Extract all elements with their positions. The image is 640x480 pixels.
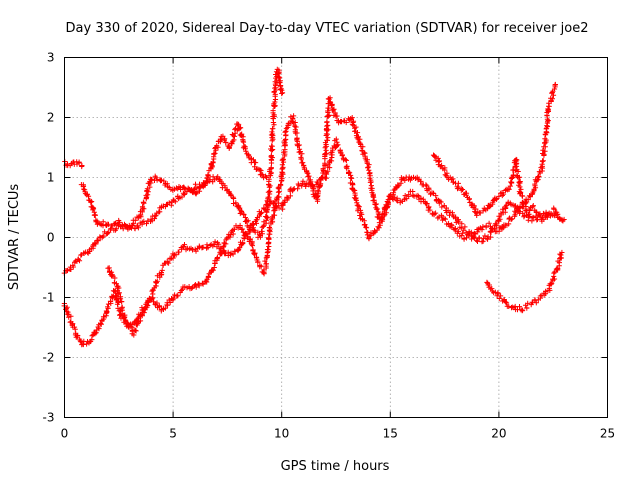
plus-markers [62,158,85,170]
series-track-f [430,152,567,224]
y-tick-label: 1 [47,171,55,185]
data-layer [61,66,567,348]
grid-layer [64,57,608,418]
x-tick-label: 0 [61,427,69,441]
x-tick-label: 5 [169,427,177,441]
series-track-d [78,121,270,230]
series-track-c [61,136,565,348]
y-tick-label: -2 [43,351,55,365]
series-track-g [484,249,565,314]
y-tick-label: 3 [47,51,55,65]
x-tick-label: 25 [600,427,615,441]
y-tick-label: 0 [47,231,55,245]
y-tick-label: 2 [47,111,55,125]
plus-markers [61,136,565,348]
series-track-a [62,158,85,170]
plus-markers [78,121,270,230]
tick-layer: 0 5 10 15 20 25 -3 -2 -1 0 1 2 3 [43,51,616,441]
x-axis-label: GPS time / hours [281,459,390,474]
x-tick-label: 20 [491,427,506,441]
y-axis-label: SDTVAR / TECUs [7,184,22,291]
plus-markers [430,152,567,224]
x-tick-label: 10 [274,427,289,441]
chart-title: Day 330 of 2020, Sidereal Day-to-day VTE… [66,21,589,36]
y-tick-label: -3 [43,411,55,425]
y-tick-label: -1 [43,291,55,305]
plus-markers [484,249,565,314]
x-tick-label: 15 [383,427,398,441]
